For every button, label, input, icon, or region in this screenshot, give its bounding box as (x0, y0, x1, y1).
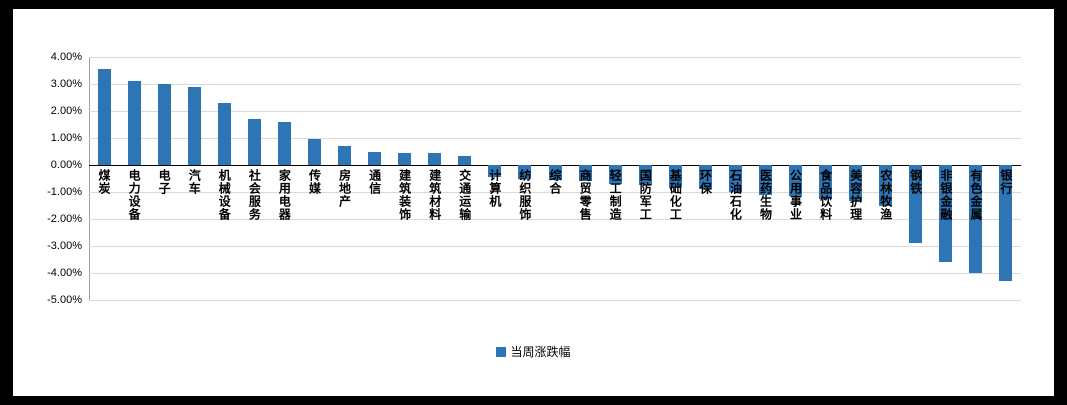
bar (789, 165, 803, 197)
category-label: 通信 (367, 169, 382, 195)
category-label: 医药生物 (758, 169, 773, 221)
category-label: 美容护理 (848, 169, 863, 221)
bar (728, 165, 742, 192)
category-label: 商贸零售 (578, 169, 593, 221)
category-label: 电力设备 (127, 169, 142, 221)
category-label: 有色金属 (968, 169, 983, 221)
category-label: 公用事业 (788, 169, 803, 221)
y-tick-label: 3.00% (50, 78, 82, 90)
category-label: 交通运输 (457, 169, 472, 221)
category-label: 汽车 (187, 169, 202, 195)
gridline (89, 138, 1021, 139)
chart-legend: 当周涨跌幅 (13, 343, 1054, 360)
bar (668, 165, 682, 188)
y-tick-label: 4.00% (50, 51, 82, 63)
y-tick-label: -4.00% (47, 267, 82, 279)
bar (398, 152, 412, 165)
y-axis-line (89, 57, 90, 300)
y-tick-label: -1.00% (47, 186, 82, 198)
bar (428, 152, 442, 165)
bar (247, 119, 261, 165)
gridline (89, 84, 1021, 85)
bar (608, 165, 622, 184)
bar (758, 165, 772, 195)
bar (307, 139, 321, 165)
bar (127, 81, 141, 165)
category-label: 基础化工 (668, 169, 683, 221)
category-label: 建筑装饰 (397, 169, 412, 221)
bar (277, 121, 291, 165)
y-tick-label: 1.00% (50, 132, 82, 144)
y-tick-label: -2.00% (47, 213, 82, 225)
bar (939, 165, 953, 263)
category-label: 电子 (157, 169, 172, 195)
bar (458, 155, 472, 165)
category-label: 计算机 (487, 169, 502, 208)
category-label: 建筑材料 (427, 169, 442, 221)
category-label: 家用电器 (277, 169, 292, 221)
category-label: 食品饮料 (818, 169, 833, 221)
category-label: 社会服务 (247, 169, 262, 221)
bar (518, 165, 532, 179)
bar (157, 84, 171, 165)
gridline (89, 219, 1021, 220)
bar (879, 165, 893, 206)
bar (969, 165, 983, 273)
legend-swatch-icon (496, 346, 507, 357)
plot-area: 4.00% 3.00% 2.00% 1.00% 0.00% -1.00% -2.00% -3.… (47, 51, 1021, 306)
category-label: 传媒 (307, 169, 322, 195)
category-label: 轻工制造 (608, 169, 623, 221)
gridline (89, 300, 1021, 301)
gridline (89, 192, 1021, 193)
bar (819, 165, 833, 199)
category-label: 非银金融 (938, 169, 953, 221)
chart-panel: 4.00% 3.00% 2.00% 1.00% 0.00% -1.00% -2.00% -3.… (13, 9, 1054, 396)
category-label: 环保 (698, 169, 713, 195)
bar (849, 165, 863, 202)
bar (187, 86, 201, 165)
bar (909, 165, 923, 244)
category-label: 机械设备 (217, 169, 232, 221)
category-label: 农林牧渔 (878, 169, 893, 221)
legend-label: 当周涨跌幅 (510, 345, 571, 359)
category-label: 煤炭 (97, 169, 112, 195)
category-label: 国防军工 (638, 169, 653, 221)
y-tick-label: 2.00% (50, 105, 82, 117)
bar (97, 69, 111, 165)
gridline (89, 273, 1021, 274)
y-tick-label: -3.00% (47, 240, 82, 252)
bar (217, 102, 231, 165)
bar (999, 165, 1013, 282)
y-tick-label: 0.00% (50, 159, 82, 171)
gridline (89, 57, 1021, 58)
category-label: 纺织服饰 (517, 169, 532, 221)
bar (368, 151, 382, 165)
category-label: 钢铁 (908, 169, 923, 195)
bar (488, 165, 502, 178)
category-label: 综合 (548, 169, 562, 195)
bar (638, 165, 652, 186)
gridline (89, 246, 1021, 247)
category-label: 银行 (998, 169, 1013, 195)
category-label: 石油石化 (728, 169, 743, 221)
bar (548, 165, 562, 180)
y-tick-label: -5.00% (47, 294, 82, 306)
gridline (89, 111, 1021, 112)
category-label: 房地产 (337, 169, 352, 208)
bar (698, 165, 712, 190)
bar (338, 146, 352, 165)
bar (578, 165, 592, 182)
